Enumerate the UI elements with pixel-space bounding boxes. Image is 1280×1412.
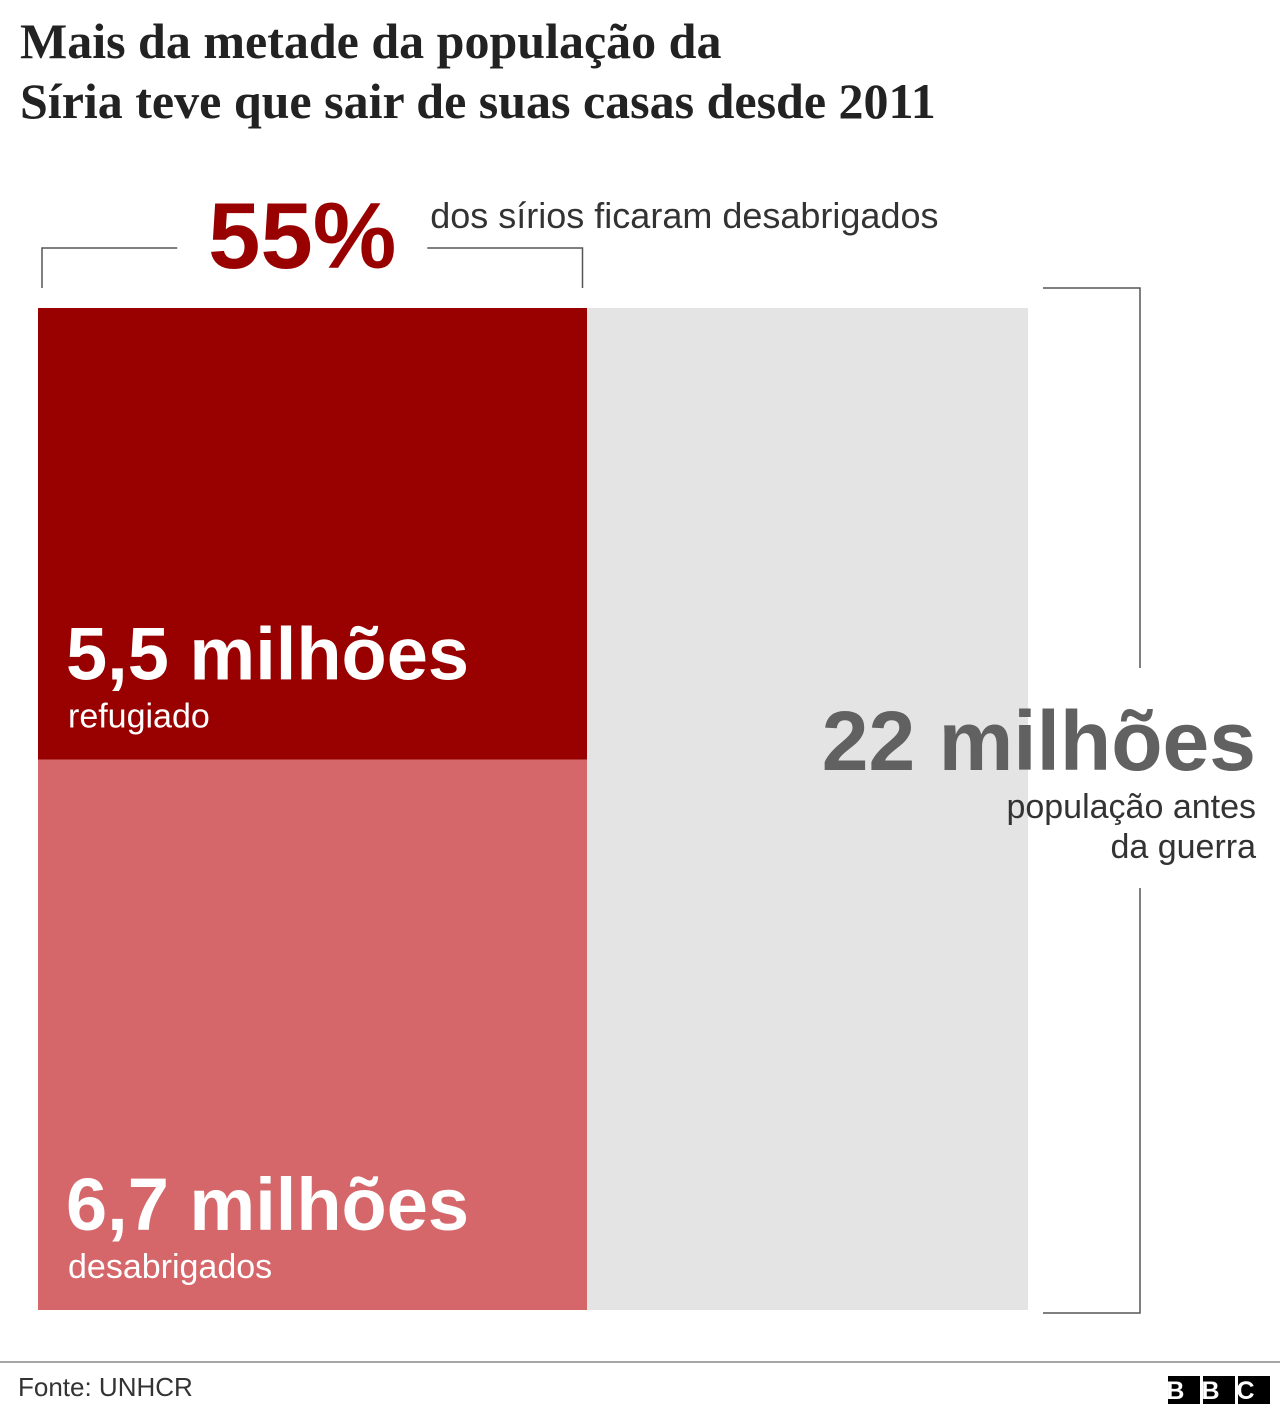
share-bracket [41,247,584,288]
source: Fonte: UNHCR [18,1372,193,1402]
chart-title: Síria teve que sair de suas casas desde … [20,73,936,129]
logo-text: BBC [1166,1377,1271,1405]
logo-block [1168,1376,1200,1404]
category-label: refugiado [68,698,210,736]
bracket-line [41,247,584,288]
area-segment [38,308,587,760]
share-caption: dos sírios ficaram desabrigados [430,195,938,236]
total-label: 22 milhões [822,694,1256,788]
category-label: desabrigados [68,1248,272,1286]
total-caption: população antes [1006,788,1256,826]
total-bracket [1043,287,1141,1314]
value-label: 5,5 milhões [66,613,469,696]
logo-block [1238,1376,1270,1404]
logo: BBC [1166,1376,1271,1405]
logo-block [1203,1376,1235,1404]
value-label: 6,7 milhões [66,1163,469,1246]
share-label: 55% [208,183,396,288]
total-caption: da guerra [1110,828,1256,866]
chart-title: Mais da metade da população da [20,13,721,69]
area-segment [38,759,587,1310]
